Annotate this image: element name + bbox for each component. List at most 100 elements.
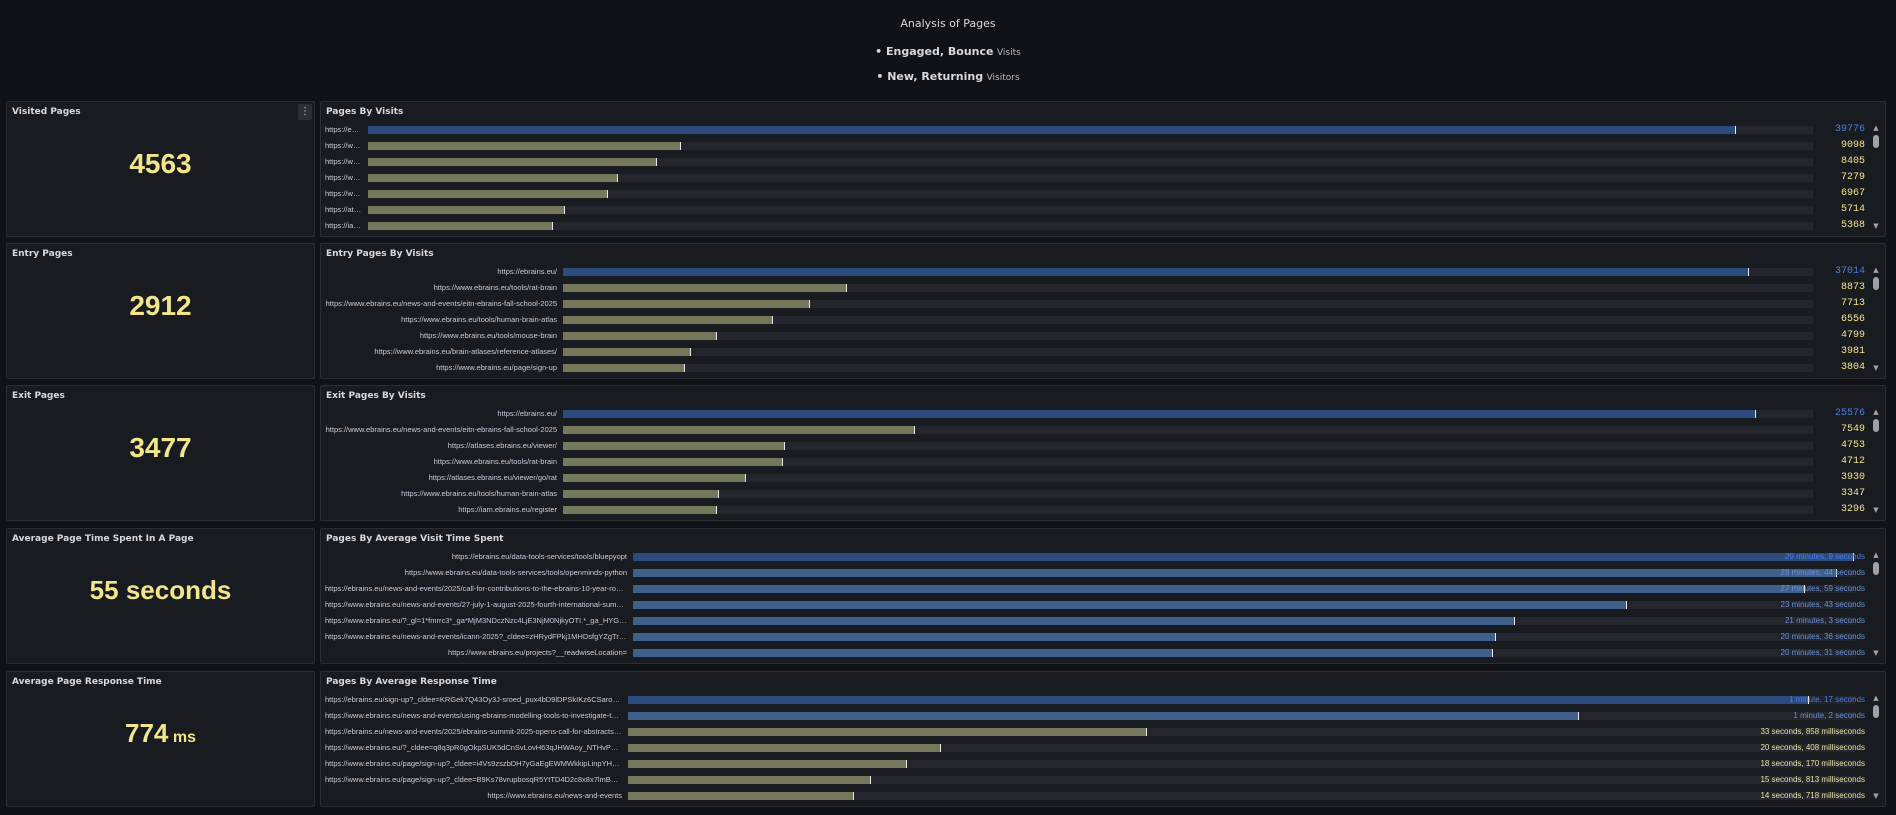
page-url-label: https://www.ebrains.eu/news-and-events [487, 791, 622, 800]
list-item[interactable]: https://www.ebrains.eu/projects?__readwi… [321, 647, 1885, 659]
bar-track [563, 426, 1813, 434]
bar-value: 4753 [1840, 440, 1865, 451]
bar-tip [1807, 696, 1809, 704]
scroll-down-icon[interactable]: ▼ [1873, 649, 1879, 657]
bar-fill [563, 332, 717, 340]
scroll-up-icon[interactable]: ▲ [1873, 408, 1879, 416]
bar-tip [1735, 126, 1737, 134]
bar-fill [563, 284, 848, 292]
scroll-up-icon[interactable]: ▲ [1873, 266, 1879, 274]
bar-fill [368, 190, 608, 198]
bar-tip [1491, 649, 1493, 657]
list-item[interactable]: https://ebrains.eu/25576 [321, 408, 1885, 420]
list-item[interactable]: https://ebrains.eu/news-and-events/2025/… [321, 583, 1885, 595]
bar-tip [1853, 553, 1855, 561]
scroll-down-icon[interactable]: ▼ [1873, 222, 1879, 230]
bar-value: 18 seconds, 170 milliseconds [1760, 759, 1865, 768]
bar-gauge-panel: Pages By Average Visit Time Spent https:/… [320, 528, 1886, 664]
bar-tip [1513, 617, 1515, 625]
list-item[interactable]: https://atlases.ebrains.eu/viewer/go/rat… [321, 472, 1885, 484]
page-url-label: https://www.ebrains.eu/news-and-events/2… [325, 600, 627, 609]
list-item[interactable]: https://www.ebrains.eu/page/sign-up?_cld… [321, 774, 1885, 786]
stat-panel: Average Page Time Spent In A Page 55 seco… [6, 528, 315, 664]
bar-track [563, 348, 1813, 356]
list-item[interactable]: https://www.ebrains.eu/brain-atlases/ref… [321, 346, 1885, 358]
bar-tip [852, 792, 854, 800]
bar-value: 7279 [1840, 172, 1865, 183]
scroll-up-icon[interactable]: ▲ [1873, 551, 1879, 559]
list-item[interactable]: https://www.ebrains.eu/tools/human-brain… [321, 314, 1885, 326]
bar-value: 8405 [1840, 156, 1865, 167]
list-item[interactable]: https://www.ebrains.eu/tools/rat-brain 90… [321, 140, 1885, 152]
list-item[interactable]: https://iam.ebrains.eu/register 3296 [321, 504, 1885, 516]
bar-tip [1754, 410, 1756, 418]
bar-fill [563, 442, 785, 450]
bar-track [633, 569, 1855, 577]
legend-visits: • Engaged, Bounce Visits [875, 45, 1021, 58]
page-url-label: https://ebrains.eu/data-tools-services/t… [451, 552, 627, 561]
list-item[interactable]: https://www.ebrains.eu/tools/human-brain… [321, 188, 1885, 200]
list-item[interactable]: https://www.ebrains.eu/page/sign-up 3804 [321, 362, 1885, 374]
scroll-thumb[interactable] [1873, 562, 1879, 575]
bar-fill [633, 553, 1855, 561]
scroll-down-icon[interactable]: ▼ [1873, 506, 1879, 514]
scrollbar[interactable]: ▲ ▼ [1871, 408, 1881, 516]
bar-value: 20 seconds, 408 milliseconds [1760, 743, 1865, 752]
panel-menu-button[interactable]: ⋮ [298, 104, 312, 120]
dashboard-header: Analysis of Pages • Engaged, Bounce Visi… [0, 0, 1896, 96]
scroll-down-icon[interactable]: ▼ [1873, 364, 1879, 372]
list-item[interactable]: https://ebrains.eu/37014 [321, 266, 1885, 278]
list-item[interactable]: https://ebrains.eu/news-and-events/2025/… [321, 726, 1885, 738]
page-url-label: https://ebrains.eu/ [497, 267, 557, 276]
bar-tip [809, 300, 811, 308]
scroll-thumb[interactable] [1873, 705, 1879, 718]
list-item[interactable]: https://www.ebrains.eu/news-and-events/2… [321, 599, 1885, 611]
scrollbar[interactable]: ▲ ▼ [1871, 124, 1881, 232]
page-url-label: https://www.ebrains.eu/?_cldee=q8q3pR0gO… [325, 743, 622, 752]
list-item[interactable]: https://www.ebrains.eu/news-and-events/e… [321, 424, 1885, 436]
list-item[interactable]: https://www.ebrains.eu/data-tools-servic… [321, 567, 1885, 579]
scrollbar[interactable]: ▲ ▼ [1871, 551, 1881, 659]
scroll-thumb[interactable] [1873, 135, 1879, 148]
scrollbar[interactable]: ▲ ▼ [1871, 694, 1881, 802]
list-item[interactable]: https://www.ebrains.eu/tools/rat-brain 47… [321, 456, 1885, 468]
scrollbar[interactable]: ▲ ▼ [1871, 266, 1881, 374]
bar-track [628, 696, 1855, 704]
list-item[interactable]: https://www.ebrains.eu/news-and-events 14… [321, 790, 1885, 802]
list-item[interactable]: https://atlases.ebrains.eu/viewer/4753 [321, 440, 1885, 452]
bar-value: 33 seconds, 858 milliseconds [1760, 727, 1865, 736]
stat-panel: Entry Pages 2912 [6, 243, 315, 379]
list-item[interactable]: https://ebrains.eu/sign-up?_cldee=KRGek7… [321, 694, 1885, 706]
scroll-thumb[interactable] [1873, 419, 1879, 432]
bar-value: 1 minute, 17 seconds [1788, 695, 1865, 704]
page-url-label: https://www.ebrains.eu/news-and-events/e… [325, 157, 362, 166]
list-item[interactable]: https://www.ebrains.eu/page/sign-up?_cld… [321, 758, 1885, 770]
list-item[interactable]: https://ebrains.eu/39776 [321, 124, 1885, 136]
bar-track [628, 792, 1855, 800]
list-item[interactable]: https://www.ebrains.eu/news-and-events/e… [321, 298, 1885, 310]
list-item[interactable]: https://www.ebrains.eu/news-and-events/e… [321, 156, 1885, 168]
scroll-up-icon[interactable]: ▲ [1873, 694, 1879, 702]
list-item[interactable]: https://www.ebrains.eu/?_cldee=q8q3pR0gO… [321, 742, 1885, 754]
page-url-label: https://www.ebrains.eu/page/sign-up [325, 173, 362, 182]
bar-fill [633, 617, 1515, 625]
scroll-thumb[interactable] [1873, 277, 1879, 290]
bar-gauge-panel: Entry Pages By Visits https://ebrains.eu/… [320, 243, 1886, 379]
list-item[interactable]: https://www.ebrains.eu/page/sign-up 7279 [321, 172, 1885, 184]
scroll-up-icon[interactable]: ▲ [1873, 124, 1879, 132]
bar-value: 20 minutes, 31 seconds [1780, 648, 1866, 657]
bar-tip [689, 348, 691, 356]
stat-value: 55 seconds [89, 575, 232, 605]
list-item[interactable]: https://www.ebrains.eu/tools/mouse-brain… [321, 330, 1885, 342]
list-item[interactable]: https://www.ebrains.eu/?_gl=1*fmrrc3*_ga… [321, 615, 1885, 627]
list-item[interactable]: https://www.ebrains.eu/news-and-events/u… [321, 710, 1885, 722]
list-item[interactable]: https://atlases.ebrains.eu/viewer/5714 [321, 204, 1885, 216]
list-item[interactable]: https://iam.ebrains.eu/register 5368 [321, 220, 1885, 232]
scroll-down-icon[interactable]: ▼ [1873, 792, 1879, 800]
list-item[interactable]: https://www.ebrains.eu/tools/human-brain… [321, 488, 1885, 500]
list-item[interactable]: https://www.ebrains.eu/tools/rat-brain 88… [321, 282, 1885, 294]
list-item[interactable]: https://ebrains.eu/data-tools-services/t… [321, 551, 1885, 563]
bar-value: 7549 [1840, 424, 1865, 435]
bar-track [628, 760, 1855, 768]
list-item[interactable]: https://www.ebrains.eu/news-and-events/i… [321, 631, 1885, 643]
